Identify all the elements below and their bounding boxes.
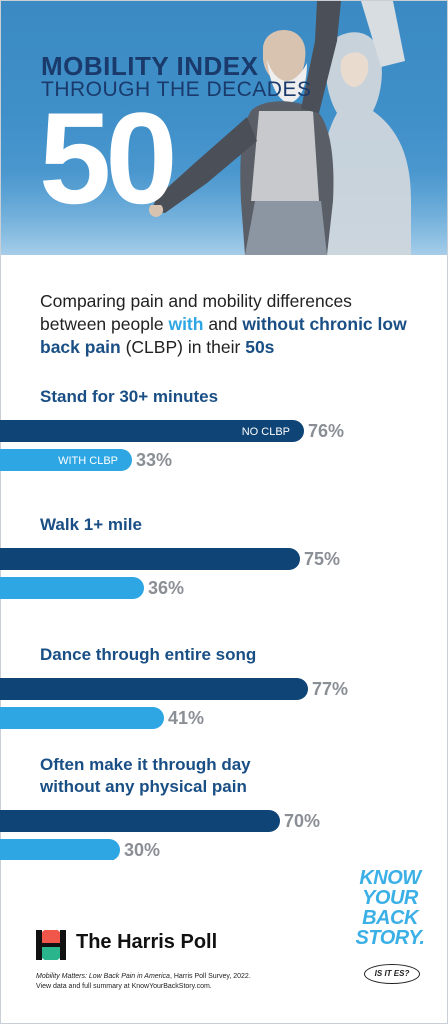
mobility-bar-chart: Stand for 30+ minutes 76% NO CLBP 33% WITH C…	[0, 387, 348, 860]
hero-photo	[1, 1, 447, 255]
series-label: WITH CLBP	[58, 455, 118, 467]
question-title: Walk 1+ mile	[40, 515, 142, 534]
intro-decade: 50s	[245, 337, 275, 357]
question-title: Stand for 30+ minutes	[40, 387, 218, 406]
source-rest: , Harris Poll Survey, 2022.	[169, 973, 251, 980]
badge-line-1: KNOW	[359, 867, 421, 889]
know-your-back-story-badge: KNOW YOUR BACK STORY. IS IT ES?	[350, 868, 430, 988]
bar-no-clbp	[0, 420, 304, 442]
page-subtitle: THROUGH THE DECADES	[41, 78, 312, 101]
badge-line-4: STORY.	[355, 927, 425, 949]
bar-no-clbp	[0, 548, 300, 570]
harris-poll-wordmark: The Harris Poll	[76, 931, 218, 953]
question-title: Dance through entire song	[40, 645, 256, 664]
intro-without: without chronic low back pain	[40, 314, 407, 357]
bar-with-clbp	[0, 577, 144, 599]
bar-with-clbp	[0, 449, 132, 471]
value-label: 30%	[124, 840, 160, 860]
bar-with-clbp	[0, 839, 120, 860]
intro-part2: and	[203, 314, 243, 334]
intro-text: Comparing pain and mobility differences …	[40, 290, 420, 359]
question-title: Often make it through day without any phy…	[39, 755, 251, 796]
value-label: 76%	[308, 421, 344, 441]
intro-part1: Comparing pain and mobility differences …	[40, 291, 352, 334]
bar-with-clbp	[0, 707, 164, 729]
age-number: 50	[39, 85, 178, 231]
hero-banner: MOBILITY INDEX THROUGH THE DECADES 50	[1, 1, 447, 255]
bar-no-clbp	[0, 810, 280, 832]
value-label: 41%	[168, 708, 204, 728]
bar-no-clbp	[0, 678, 308, 700]
value-label: 36%	[148, 578, 184, 598]
page-title: MOBILITY INDEX	[41, 51, 259, 81]
value-label: 75%	[304, 549, 340, 569]
intro-part3: (CLBP) in their	[120, 337, 246, 357]
harris-poll-logo-icon	[36, 930, 66, 960]
series-label: NO CLBP	[242, 426, 290, 438]
value-label: 70%	[284, 811, 320, 831]
value-label: 77%	[312, 679, 348, 699]
source-title: Mobility Matters: Low Back Pain in Ameri…	[36, 973, 170, 980]
source-note: Mobility Matters: Low Back Pain in Ameri…	[36, 972, 336, 992]
badge-line-3: BACK	[362, 907, 418, 929]
intro-with: with	[168, 314, 204, 334]
badge-tag: IS IT ES?	[364, 964, 420, 984]
value-label: 33%	[136, 450, 172, 470]
source-line2: View data and full summary at KnowYourBa…	[36, 983, 212, 990]
badge-line-2: YOUR	[362, 887, 418, 909]
